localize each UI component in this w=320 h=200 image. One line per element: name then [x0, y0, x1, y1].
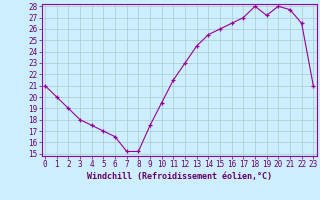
X-axis label: Windchill (Refroidissement éolien,°C): Windchill (Refroidissement éolien,°C) — [87, 172, 272, 181]
